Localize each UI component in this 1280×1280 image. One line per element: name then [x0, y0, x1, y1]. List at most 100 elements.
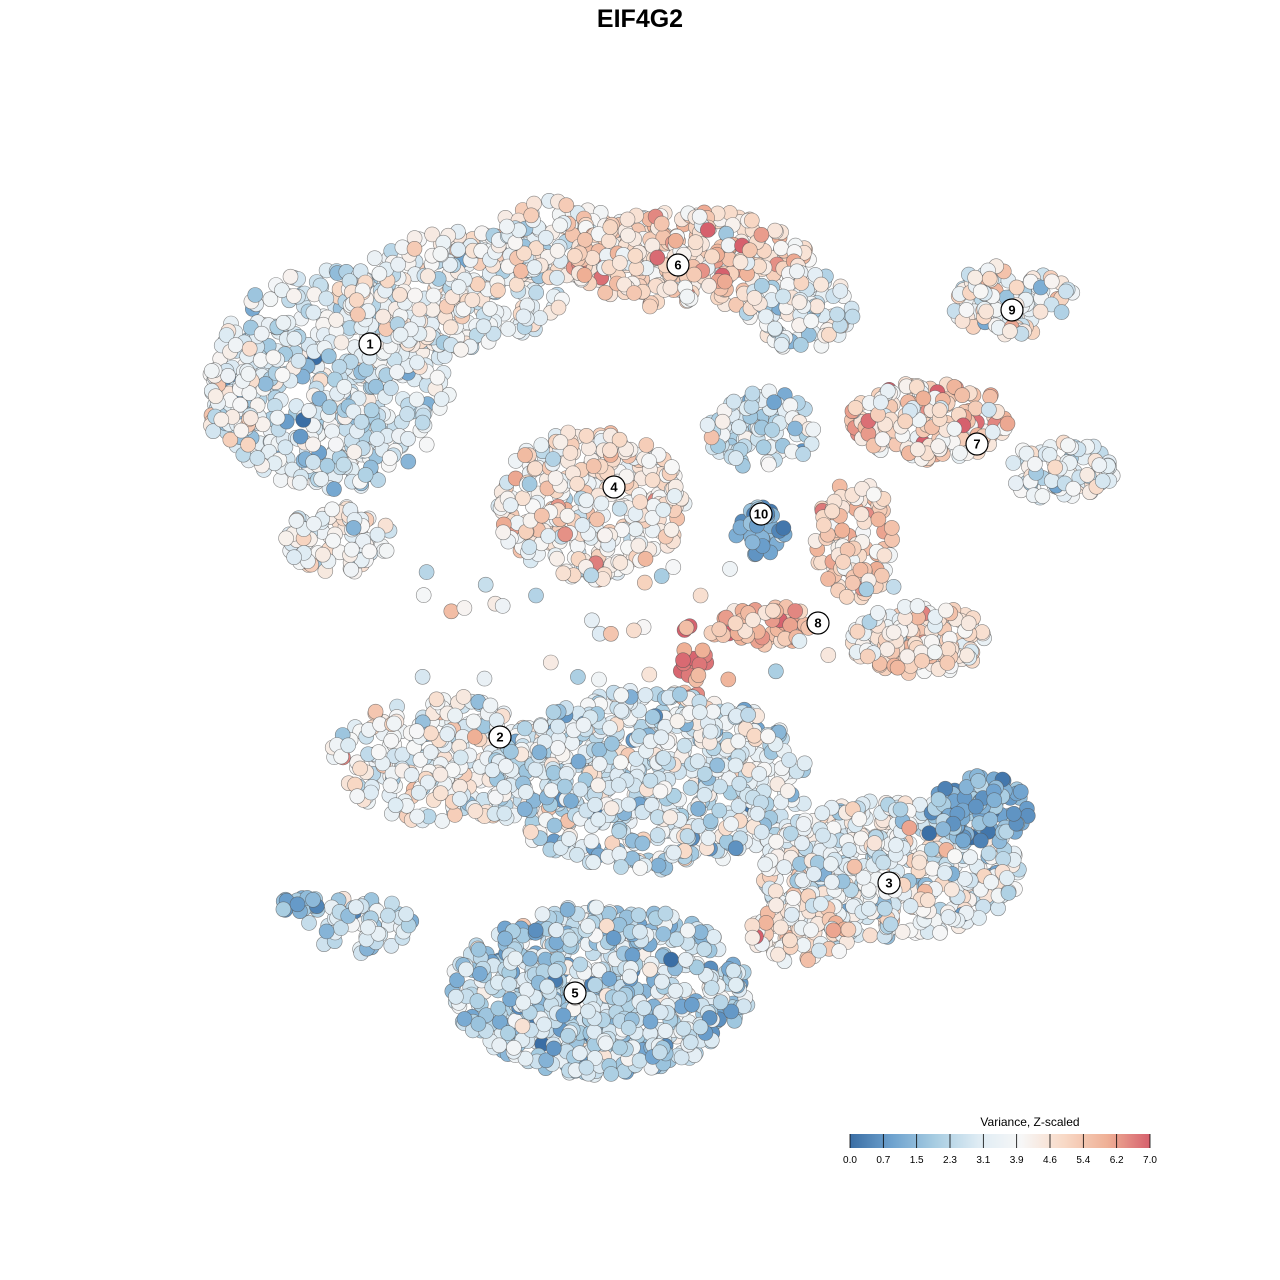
data-point — [1002, 323, 1018, 340]
data-point — [1008, 475, 1024, 492]
data-point — [465, 713, 482, 730]
data-point — [451, 791, 468, 807]
data-point — [423, 725, 439, 742]
data-point — [814, 805, 831, 822]
data-point — [484, 762, 501, 779]
data-point — [593, 495, 610, 512]
data-point — [513, 263, 529, 279]
data-point — [938, 602, 954, 619]
data-point — [456, 600, 473, 616]
data-point — [495, 524, 512, 541]
data-point — [1032, 303, 1049, 320]
data-point — [711, 621, 728, 638]
data-point — [349, 788, 366, 805]
data-point — [409, 354, 425, 371]
data-point — [980, 845, 997, 862]
data-point — [796, 755, 813, 772]
data-point — [548, 922, 565, 938]
data-point — [558, 197, 575, 213]
data-point — [569, 475, 586, 492]
data-point — [772, 919, 789, 936]
data-point — [926, 644, 943, 661]
data-point — [888, 837, 904, 853]
data-point — [588, 899, 605, 916]
data-point — [870, 511, 887, 528]
data-point — [448, 988, 464, 1005]
data-point — [825, 922, 842, 939]
data-point — [691, 704, 708, 721]
data-point — [829, 306, 846, 323]
data-point — [527, 922, 544, 939]
data-point — [641, 453, 657, 469]
data-point — [630, 537, 647, 554]
data-point — [506, 1040, 522, 1056]
data-point — [517, 784, 534, 800]
data-point — [824, 503, 841, 520]
data-point — [761, 456, 777, 473]
data-point — [432, 766, 449, 783]
data-point — [603, 625, 619, 642]
data-point — [620, 1020, 637, 1036]
data-point — [931, 402, 948, 419]
data-point — [859, 648, 876, 665]
data-point — [651, 1044, 668, 1061]
data-point — [447, 807, 463, 823]
data-point — [783, 906, 800, 923]
data-point — [545, 451, 561, 467]
data-point — [909, 598, 926, 614]
data-point — [902, 898, 919, 914]
data-point — [1047, 459, 1063, 476]
data-point — [972, 283, 989, 300]
data-point — [265, 349, 282, 366]
data-point — [744, 534, 761, 551]
data-point — [321, 399, 338, 416]
data-point — [233, 422, 250, 439]
data-point — [699, 417, 716, 433]
data-point — [516, 801, 533, 818]
data-point — [932, 924, 948, 941]
data-point — [684, 996, 700, 1013]
data-point — [550, 299, 567, 316]
data-point — [218, 327, 235, 343]
data-point — [370, 744, 387, 760]
data-point — [865, 486, 882, 503]
data-point — [400, 453, 417, 470]
data-point — [612, 754, 629, 771]
data-point — [275, 901, 292, 918]
data-point — [590, 777, 607, 794]
data-point — [652, 783, 669, 800]
data-point — [389, 364, 405, 380]
data-point — [743, 212, 760, 229]
data-point — [766, 320, 783, 337]
data-point — [352, 760, 368, 777]
data-point — [407, 287, 423, 304]
data-point — [753, 824, 770, 840]
data-point — [637, 551, 654, 567]
data-point — [657, 905, 674, 922]
data-point — [382, 450, 398, 466]
data-point — [540, 528, 557, 544]
data-point — [580, 918, 596, 934]
data-point — [946, 848, 963, 865]
data-point — [755, 439, 772, 456]
data-point — [986, 792, 1003, 809]
data-point — [514, 1018, 531, 1034]
data-point — [662, 809, 679, 826]
data-point — [429, 369, 446, 386]
data-point — [363, 784, 379, 801]
data-point — [619, 211, 636, 228]
data-point — [1005, 805, 1022, 822]
data-point — [675, 1020, 692, 1037]
data-point — [686, 266, 703, 283]
data-point — [711, 802, 728, 819]
data-point — [835, 554, 851, 570]
data-point — [318, 923, 335, 940]
data-point — [453, 341, 469, 358]
data-point — [757, 856, 774, 873]
cluster-label-2: 2 — [488, 725, 512, 749]
cluster-label-text: 1 — [366, 337, 373, 352]
data-point — [301, 402, 317, 419]
data-point — [570, 669, 586, 685]
data-point — [398, 906, 414, 923]
data-point — [447, 707, 463, 724]
